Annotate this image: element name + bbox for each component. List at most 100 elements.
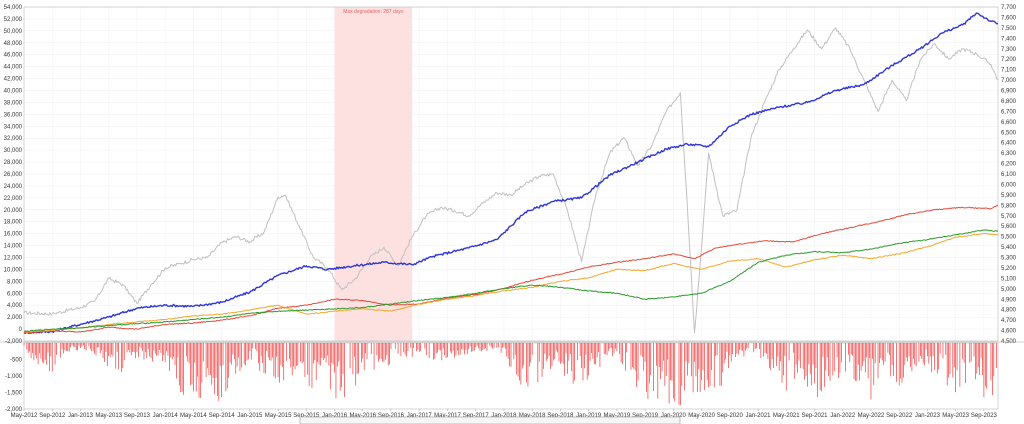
left-axis-ticks: -2,00002,0004,0006,0008,00010,00012,0001… bbox=[4, 5, 23, 345]
right-tick-label: 7,300 bbox=[1001, 47, 1017, 53]
x-tick-label: Jan-2013 bbox=[68, 413, 94, 419]
left-tick-label: 50,000 bbox=[4, 29, 23, 35]
right-tick-label: 7,200 bbox=[1001, 57, 1017, 63]
left-tick-label: 6,000 bbox=[7, 291, 23, 297]
x-tick-label: Sep-2021 bbox=[801, 413, 828, 419]
right-tick-label: 7,500 bbox=[1001, 26, 1017, 32]
right-tick-label: 6,500 bbox=[1001, 130, 1017, 136]
drawdown-tick-label: -500 bbox=[10, 358, 23, 364]
left-tick-label: 54,000 bbox=[4, 5, 23, 11]
right-tick-label: 4,600 bbox=[1001, 329, 1017, 335]
left-tick-label: 20,000 bbox=[4, 208, 23, 214]
series-line-0 bbox=[23, 27, 999, 334]
left-tick-label: 24,000 bbox=[4, 184, 23, 190]
x-tick-label: Jan-2022 bbox=[830, 413, 856, 419]
left-tick-label: 0 bbox=[19, 327, 23, 333]
x-tick-label: Jan-2014 bbox=[153, 413, 179, 419]
x-tick-label: Sep-2012 bbox=[39, 413, 66, 419]
right-tick-label: 6,200 bbox=[1001, 162, 1017, 168]
x-tick-label: May-2013 bbox=[95, 413, 122, 419]
left-tick-label: 38,000 bbox=[4, 100, 23, 106]
left-tick-label: 52,000 bbox=[4, 17, 23, 23]
right-tick-label: 5,500 bbox=[1001, 235, 1017, 241]
left-tick-label: 10,000 bbox=[4, 267, 23, 273]
series-line-4 bbox=[23, 229, 999, 332]
x-tick-label: Sep-2014 bbox=[209, 413, 236, 419]
left-tick-label: 42,000 bbox=[4, 77, 23, 83]
right-tick-label: 6,800 bbox=[1001, 99, 1017, 105]
left-tick-label: 48,000 bbox=[4, 41, 23, 47]
left-tick-label: 44,000 bbox=[4, 65, 23, 71]
x-tick-label: Jan-2023 bbox=[915, 413, 941, 419]
max-degradation-band bbox=[334, 7, 413, 341]
left-tick-label: 32,000 bbox=[4, 136, 23, 142]
x-tick-label: Sep-2019 bbox=[632, 413, 659, 419]
horizontal-scrollbar[interactable] bbox=[299, 416, 681, 424]
right-tick-label: 6,600 bbox=[1001, 120, 1017, 126]
right-tick-label: 5,900 bbox=[1001, 193, 1017, 199]
x-tick-label: May-2023 bbox=[942, 413, 969, 419]
left-tick-label: 30,000 bbox=[4, 148, 23, 154]
main-plot-grid bbox=[23, 6, 998, 342]
x-tick-label: Jan-2015 bbox=[237, 413, 263, 419]
x-tick-label: May-2020 bbox=[688, 413, 715, 419]
series-line-2 bbox=[23, 204, 999, 334]
right-tick-label: 6,300 bbox=[1001, 151, 1017, 157]
series-line-3 bbox=[23, 233, 999, 333]
left-tick-label: 2,000 bbox=[7, 315, 23, 321]
main-plot-frame bbox=[23, 6, 999, 342]
x-tick-label: Sep-2016 bbox=[378, 413, 405, 419]
right-tick-label: 7,400 bbox=[1001, 36, 1017, 42]
x-tick-label: May-2022 bbox=[858, 413, 885, 419]
right-tick-label: 5,000 bbox=[1001, 287, 1017, 293]
left-tick-label: 28,000 bbox=[4, 160, 23, 166]
right-tick-label: 6,400 bbox=[1001, 141, 1017, 147]
main-border bbox=[23, 6, 999, 342]
left-tick-label: 12,000 bbox=[4, 256, 23, 262]
left-tick-label: 26,000 bbox=[4, 172, 23, 178]
right-tick-label: 5,600 bbox=[1001, 224, 1017, 230]
x-tick-label: Sep-2017 bbox=[463, 413, 490, 419]
x-tick-label: May-2015 bbox=[265, 413, 292, 419]
drawdown-bars bbox=[23, 343, 997, 406]
x-tick-label: May-2018 bbox=[519, 413, 546, 419]
x-tick-label: Jan-2020 bbox=[661, 413, 687, 419]
x-tick-label: May-2014 bbox=[180, 413, 207, 419]
x-tick-label: Jan-2019 bbox=[576, 413, 602, 419]
x-tick-label: Jan-2016 bbox=[322, 413, 348, 419]
right-tick-label: 5,300 bbox=[1001, 256, 1017, 262]
x-tick-label: May-2012 bbox=[11, 413, 38, 419]
x-tick-label: Sep-2020 bbox=[717, 413, 744, 419]
right-tick-label: 5,200 bbox=[1001, 266, 1017, 272]
right-tick-label: 6,700 bbox=[1001, 109, 1017, 115]
left-tick-label: 40,000 bbox=[4, 89, 23, 95]
x-tick-label: Jan-2017 bbox=[407, 413, 433, 419]
right-tick-label: 5,400 bbox=[1001, 245, 1017, 251]
right-tick-label: 5,800 bbox=[1001, 203, 1017, 209]
x-tick-label: May-2021 bbox=[773, 413, 800, 419]
x-tick-label: May-2016 bbox=[349, 413, 376, 419]
right-tick-label: 7,000 bbox=[1001, 78, 1017, 84]
x-tick-label: May-2019 bbox=[604, 413, 631, 419]
right-tick-label: 5,700 bbox=[1001, 214, 1017, 220]
left-tick-label: 22,000 bbox=[4, 196, 23, 202]
x-tick-label: Sep-2023 bbox=[971, 413, 998, 419]
x-tick-label: Sep-2015 bbox=[293, 413, 320, 419]
right-tick-label: 7,100 bbox=[1001, 68, 1017, 74]
x-tick-label: May-2017 bbox=[434, 413, 461, 419]
x-tick-label: Sep-2013 bbox=[124, 413, 151, 419]
left-tick-label: 16,000 bbox=[4, 232, 23, 238]
x-tick-label: Jan-2021 bbox=[746, 413, 772, 419]
right-tick-label: 4,800 bbox=[1001, 308, 1017, 314]
left-tick-label: 36,000 bbox=[4, 112, 23, 118]
x-tick-label: Sep-2018 bbox=[547, 413, 574, 419]
drawdown-tick-label: -2,000 bbox=[5, 407, 23, 413]
x-axis-ticks: May-2012 Sep-2012 Jan-2013 May-2013 Sep-2013… bbox=[11, 409, 998, 419]
right-tick-label: 6,900 bbox=[1001, 89, 1017, 95]
drawdown-tick-label: -1,000 bbox=[5, 374, 23, 380]
right-tick-label: 5,100 bbox=[1001, 276, 1017, 282]
right-tick-label: 6,000 bbox=[1001, 182, 1017, 188]
x-tick-label: Jan-2018 bbox=[491, 413, 517, 419]
